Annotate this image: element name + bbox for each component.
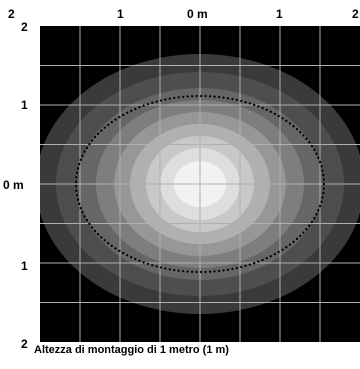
grid-lines	[40, 26, 360, 342]
illuminance-diagram	[40, 26, 360, 342]
left-axis-label-0: 0 m	[3, 178, 24, 192]
top-axis-label-0: 0 m	[187, 7, 208, 21]
dotted-boundary	[74, 94, 326, 274]
left-axis-label-2-bottom: 2	[21, 337, 28, 351]
left-axis-label-2-top: 2	[21, 20, 28, 34]
top-axis-label-1-left: 1	[117, 7, 124, 21]
top-axis-label-1-right: 1	[276, 7, 283, 21]
top-axis-label-2-left: 2	[8, 7, 15, 21]
top-axis-label-2-right: 2	[352, 7, 359, 21]
mounting-height-caption: Altezza di montaggio di 1 metro (1 m)	[34, 344, 229, 356]
left-axis-label-1-bottom: 1	[21, 259, 28, 273]
left-axis-label-1-top: 1	[21, 98, 28, 112]
